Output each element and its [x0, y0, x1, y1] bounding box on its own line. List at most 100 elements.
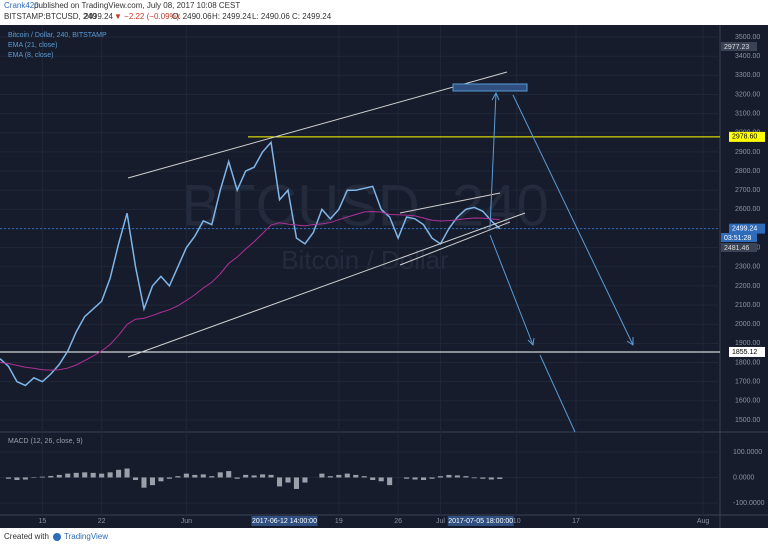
macd-bar	[209, 476, 215, 478]
macd-bar	[192, 474, 198, 478]
channel-top	[127, 71, 508, 179]
macd-bar	[90, 472, 96, 478]
macd-bar	[361, 476, 367, 478]
macd-bar	[39, 476, 45, 478]
y-tick-label: 1500.00	[735, 417, 760, 424]
y-tick-label: 2000.00	[735, 321, 760, 328]
grid: 1500.00 1600.00 1700.00 1800.00 1900.00 2000.…	[0, 25, 760, 526]
macd-bar	[82, 472, 88, 478]
axis-note-bg	[721, 233, 757, 242]
macd-bar	[276, 477, 283, 487]
macd-bar	[446, 474, 452, 478]
price-label-bg	[729, 346, 765, 357]
channel-bottom	[127, 212, 526, 358]
ohlc-close: C: 2499.24	[292, 12, 332, 21]
macd-bar	[378, 477, 384, 482]
legend-entry: EMA (8, close)	[8, 52, 54, 59]
crosshair-time-bg	[251, 516, 318, 526]
arrows	[489, 91, 634, 433]
last-price: 2499.24	[84, 12, 113, 21]
macd-bar	[336, 474, 342, 478]
macd-bar	[260, 474, 266, 478]
x-tick-label: 22	[98, 518, 106, 525]
macd-bar	[437, 476, 444, 478]
macd-bar	[99, 473, 105, 478]
price-label-bg	[729, 223, 765, 234]
plot: 2978.60 2499.24 1855.12	[0, 131, 765, 387]
change: ▼ −2.22 (−0.09%)	[114, 12, 180, 21]
macd-bar	[302, 477, 308, 483]
macd-bar	[370, 477, 376, 481]
x-tick-label: Jul	[436, 518, 445, 525]
axis-note: 2977.23	[724, 44, 749, 51]
symbol: BITSTAMP:BTCUSD, 240	[4, 12, 97, 21]
macd-tick-label: -100.0000	[733, 500, 765, 507]
axis-note-bg	[721, 243, 757, 252]
macd-bar	[497, 477, 503, 479]
price-label: 1855.12	[732, 349, 757, 356]
macd-bar	[251, 475, 257, 478]
watermark-symbol: BTCUSD, 240	[181, 173, 548, 238]
footer-bg	[0, 528, 768, 546]
y-tick-label: 2700.00	[735, 187, 760, 194]
y-tick-label: 2100.00	[735, 302, 760, 309]
axis-note: 03:51:28	[724, 235, 751, 242]
macd-bar	[404, 477, 410, 479]
macd-bar	[158, 477, 164, 482]
legend-entry: Bitcoin / Dollar, 240, BITSTAMP	[8, 32, 107, 39]
wedge-bottom	[399, 221, 511, 266]
y-tick-label: 3300.00	[735, 72, 760, 79]
macd-tick-label: 100.0000	[733, 449, 762, 456]
macd-bar	[480, 477, 486, 479]
macd-bar	[353, 474, 359, 478]
crosshair-time: 2017-06-12 14:00:00	[252, 518, 317, 525]
footer-brand[interactable]: TradingView	[64, 532, 108, 541]
macd-bar	[243, 474, 249, 478]
macd-bar	[463, 476, 469, 478]
y-tick-label: 3200.00	[735, 91, 760, 98]
legend: EMA (8, close) Bitcoin / Dollar, 240, BI…	[8, 32, 107, 59]
macd-bar	[22, 477, 28, 480]
publisher[interactable]: Crank420	[4, 1, 39, 10]
macd-bar	[471, 477, 477, 479]
macd-bar	[124, 468, 130, 478]
macd-bar	[454, 475, 460, 478]
macd-bar	[327, 476, 333, 478]
crosshair-time: 2017-07-05 18:00:00	[448, 518, 513, 525]
series-line	[0, 211, 500, 371]
y-tick-label: 2600.00	[735, 206, 760, 213]
published: published on TradingView.com, July 08, 2…	[34, 1, 240, 10]
macd-bar	[412, 477, 418, 480]
macd-bar	[319, 473, 325, 478]
macd-bar	[234, 477, 240, 479]
macd-pane: 100.0000 0.0000 -100.0000	[0, 449, 765, 507]
macd-bar	[226, 471, 232, 478]
legend-entry: EMA (21, close)	[8, 42, 57, 49]
macd-bar	[175, 476, 181, 478]
y-tick-label: 1700.00	[735, 378, 760, 385]
axis-note: 2481.46	[724, 245, 749, 252]
x-tick-label: 15	[38, 518, 46, 525]
macd-bar	[217, 472, 223, 478]
macd-bar	[149, 477, 156, 486]
tv-logo	[53, 533, 61, 541]
macd-bar	[48, 475, 54, 478]
macd-bar	[73, 472, 79, 478]
macd-bar	[488, 477, 494, 480]
ohlc-low: L: 2490.06	[252, 12, 290, 21]
macd-bar	[14, 477, 20, 481]
macd-bar	[420, 477, 427, 481]
macd-bar	[65, 473, 71, 478]
crosshair-time-bg	[447, 516, 514, 526]
macd-bar	[132, 477, 139, 481]
macd-bar	[344, 473, 350, 478]
macd-bar	[387, 477, 393, 486]
target-box	[452, 83, 528, 92]
y-tick-label: 2900.00	[735, 149, 760, 156]
macd-bar	[166, 477, 172, 479]
macd-tick-label: 0.0000	[733, 474, 755, 481]
axis-note-bg	[721, 42, 757, 51]
drawings	[127, 71, 634, 433]
